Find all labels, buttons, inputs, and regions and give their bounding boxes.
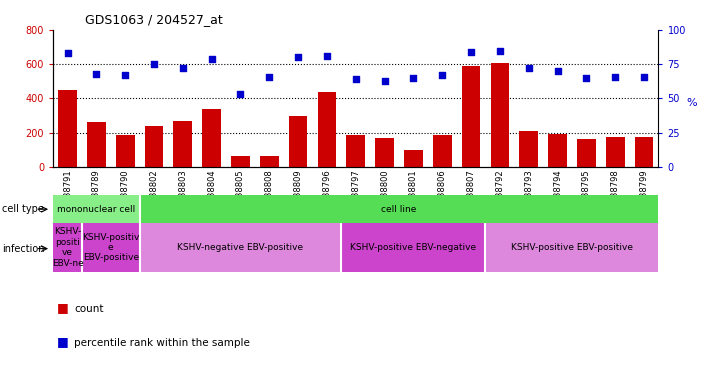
Point <box>408 75 419 81</box>
Text: KSHV-positive EBV-positive: KSHV-positive EBV-positive <box>511 243 633 252</box>
Point <box>292 54 304 60</box>
Bar <box>520 131 538 167</box>
Bar <box>173 121 192 167</box>
Text: KSHV-negative EBV-positive: KSHV-negative EBV-positive <box>178 243 304 252</box>
Text: GDS1063 / 204527_at: GDS1063 / 204527_at <box>85 13 223 26</box>
Bar <box>318 92 336 167</box>
Text: KSHV-positive EBV-negative: KSHV-positive EBV-negative <box>350 243 476 252</box>
Text: KSHV-positiv
e
EBV-positive: KSHV-positiv e EBV-positive <box>82 232 139 262</box>
Text: ■: ■ <box>57 301 69 314</box>
Text: count: count <box>74 304 104 314</box>
Point <box>523 65 535 71</box>
Bar <box>289 116 307 167</box>
Bar <box>82 223 139 272</box>
Bar <box>87 122 105 167</box>
Bar <box>116 135 135 167</box>
Bar <box>606 137 624 167</box>
Text: infection: infection <box>2 244 45 254</box>
Bar <box>260 156 279 167</box>
Bar <box>53 223 82 272</box>
Point <box>91 71 102 77</box>
Bar <box>53 195 139 223</box>
Bar <box>375 138 394 167</box>
Bar <box>486 223 658 272</box>
Point <box>206 56 217 62</box>
Point <box>120 72 131 78</box>
Bar <box>491 63 509 167</box>
Bar <box>231 156 250 167</box>
Bar <box>139 223 341 272</box>
Bar <box>577 140 595 167</box>
Point <box>177 65 188 71</box>
Point <box>321 53 333 59</box>
Point <box>350 76 361 82</box>
Bar <box>202 109 221 167</box>
Text: cell line: cell line <box>382 205 417 214</box>
Point <box>494 48 506 54</box>
Point <box>639 74 650 80</box>
Point <box>437 72 448 78</box>
Point <box>235 92 246 98</box>
Text: mononuclear cell: mononuclear cell <box>57 205 135 214</box>
Bar <box>634 137 653 167</box>
Bar <box>139 195 658 223</box>
Y-axis label: %: % <box>686 99 697 108</box>
Text: percentile rank within the sample: percentile rank within the sample <box>74 338 250 348</box>
Bar <box>144 126 164 167</box>
Bar <box>58 90 77 167</box>
Point <box>465 49 476 55</box>
Point <box>552 68 563 74</box>
Bar <box>433 135 452 167</box>
Bar <box>346 135 365 167</box>
Text: KSHV-
positi
ve
EBV-ne: KSHV- positi ve EBV-ne <box>52 227 84 268</box>
Bar <box>341 223 486 272</box>
Text: cell type: cell type <box>2 204 44 214</box>
Bar <box>404 150 423 167</box>
Bar <box>462 66 481 167</box>
Point <box>379 78 390 84</box>
Point <box>62 50 73 56</box>
Bar <box>548 134 567 167</box>
Point <box>263 74 275 80</box>
Point <box>148 61 159 67</box>
Point <box>581 75 592 81</box>
Point <box>610 74 621 80</box>
Text: ■: ■ <box>57 335 69 348</box>
